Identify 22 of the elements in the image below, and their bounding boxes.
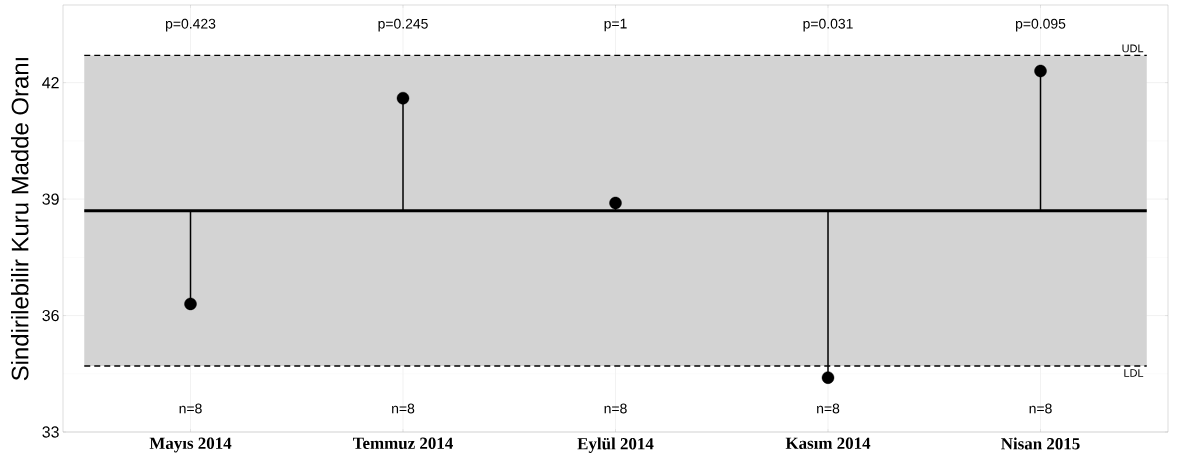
x-tick-label: Nisan 2015	[1001, 437, 1080, 450]
annotation: n=8	[817, 403, 840, 414]
x-tick-label: Kasım 2014	[785, 437, 871, 449]
y-tick-label: 36	[42, 309, 59, 322]
x-tick-label: Mayıs 2014	[149, 437, 232, 453]
annotation: p=0.031	[803, 18, 853, 32]
y-tick-label: 39	[42, 193, 59, 205]
annotation: p=1	[604, 18, 627, 32]
annotation: p=0.245	[378, 18, 428, 32]
annotation: p=0.423	[166, 18, 216, 32]
ref-line-label: LDL	[1124, 369, 1144, 377]
ref-line-label: UDL	[1122, 44, 1144, 53]
annotation: n=8	[392, 403, 415, 414]
x-tick-label: Eylül 2014	[577, 437, 654, 453]
y-axis-title: Sindirilebilir Kuru Madde Oranı	[10, 58, 29, 381]
y-tick-label: 33	[42, 426, 59, 438]
annotation: n=8	[179, 403, 202, 414]
annotation: p=0.095	[1016, 18, 1066, 32]
x-tick-label: Temmuz 2014	[353, 437, 453, 449]
y-tick-label: 42	[42, 77, 59, 89]
annotation: n=8	[604, 403, 627, 414]
annotation: n=8	[1029, 403, 1052, 414]
